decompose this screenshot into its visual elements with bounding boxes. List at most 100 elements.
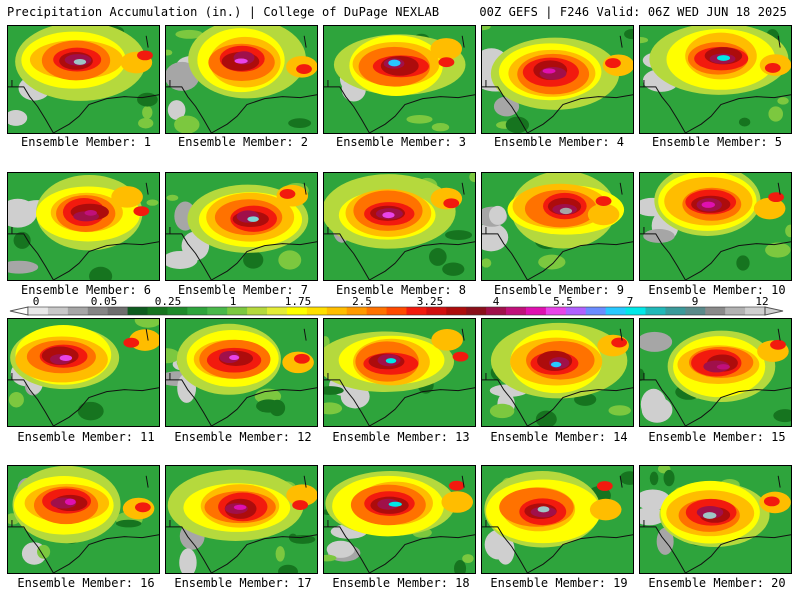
ensemble-member-map [323,25,476,134]
secondary-precip-cell [111,186,143,208]
secondary-precip-cell [430,38,463,60]
precip-contour-level [385,358,397,364]
state-boundary-lines [482,182,633,280]
low-precip-patch [326,540,355,558]
precip-noise [134,319,159,328]
secondary-precip-cell [589,498,622,521]
precip-field [166,173,317,280]
secondary-precip-cell [763,496,780,507]
colorbar-swatch [87,307,109,315]
colorbar-swatch [466,307,487,315]
precip-contour-level [537,506,550,513]
precip-contour-level [64,498,76,506]
ensemble-member-label: Ensemble Member: 12 [174,430,312,444]
colorbar-tick-label: 1.75 [285,296,312,308]
colorbar-swatch [167,307,188,315]
precip-contour-level [233,504,247,510]
secondary-precip-cell [452,351,469,362]
precip-noise [505,116,529,133]
chart-title: Precipitation Accumulation (in.) | Colle… [7,5,440,19]
ensemble-member-label: Ensemble Member: 18 [332,576,470,590]
secondary-precip-cell [611,337,628,348]
precip-noise [649,471,659,486]
precip-noise [462,554,474,563]
precip-noise [275,546,285,562]
colorbar-swatch [525,307,547,315]
colorbar-swatch [725,307,746,315]
precip-noise [640,37,649,44]
colorbar-swatch [187,307,208,315]
ensemble-member-map [165,465,318,574]
precip-noise [175,29,203,39]
precip-noise [608,405,631,416]
secondary-precip-cell [294,353,310,364]
state-boundary-lines [8,182,159,280]
ensemble-member-map [639,318,792,427]
precip-noise [406,115,433,124]
ensemble-member-label: Ensemble Member: 10 [648,283,786,297]
colorbar-tick-label: 9 [692,296,699,308]
colorbar-tick-label: 12 [755,296,768,308]
secondary-precip-cell [441,491,474,513]
colorbar-swatch [545,307,567,315]
colorbar-swatch [28,307,49,315]
colorbar-swatch [685,307,706,315]
colorbar-tick-label: 3.25 [417,296,444,308]
state-boundary-lines [640,475,791,573]
precip-noise [535,410,557,426]
precip-noise [146,199,159,206]
precip-field [640,26,791,133]
precip-contour-level [702,512,717,519]
colorbar-tick-label: 7 [627,296,634,308]
secondary-precip-cell [431,329,463,351]
precip-contours [482,466,633,573]
secondary-precip-cell [587,203,620,226]
precip-field [8,173,159,280]
colorbar-swatch [386,307,407,315]
state-boundary-lines [482,35,633,133]
secondary-precip-cell [768,192,784,203]
low-precip-patch [179,548,197,573]
ensemble-member-label: Ensemble Member: 8 [335,283,467,297]
precip-field [482,173,633,280]
precip-contour-level [247,216,259,222]
precip-contours [324,26,475,133]
secondary-precip-cell [605,58,621,69]
precip-contours [640,26,791,133]
state-boundary-lines [482,475,633,573]
low-precip-patch [641,397,673,423]
precip-contour-level [73,58,87,65]
colorbar-swatch [207,307,228,315]
colorbar-left-arrow [9,306,29,316]
precip-field [324,319,475,426]
precip-field [640,173,791,280]
colorbar-swatch [227,307,248,315]
colorbar-tick-label: 1 [230,296,237,308]
ensemble-member-label: Ensemble Member: 15 [648,430,786,444]
precip-noise [138,117,154,129]
ensemble-member-map [165,25,318,134]
ensemble-member-label: Ensemble Member: 20 [648,576,786,590]
low-precip-patch [643,229,675,243]
precip-noise [324,386,344,395]
precip-contours [166,319,317,426]
colorbar-tick-label: 4 [493,296,500,308]
colorbar-swatch [745,307,766,315]
precip-contours [482,173,633,280]
precip-noise [663,469,675,487]
precip-contour-level [382,212,395,219]
ensemble-member-map [165,318,318,427]
ensemble-member-map [7,172,160,281]
colorbar-border [27,306,766,316]
ensemble-member-label: Ensemble Member: 17 [174,576,312,590]
state-boundary-lines [8,328,159,426]
secondary-precip-cell [134,502,151,513]
precip-noise [115,519,142,528]
secondary-precip-cell [448,480,465,491]
precip-contours [8,466,159,573]
precip-noise [166,49,173,56]
precip-field [482,319,633,426]
colorbar-swatch [486,307,507,315]
precip-noise [13,231,31,249]
precip-noise [324,554,337,562]
